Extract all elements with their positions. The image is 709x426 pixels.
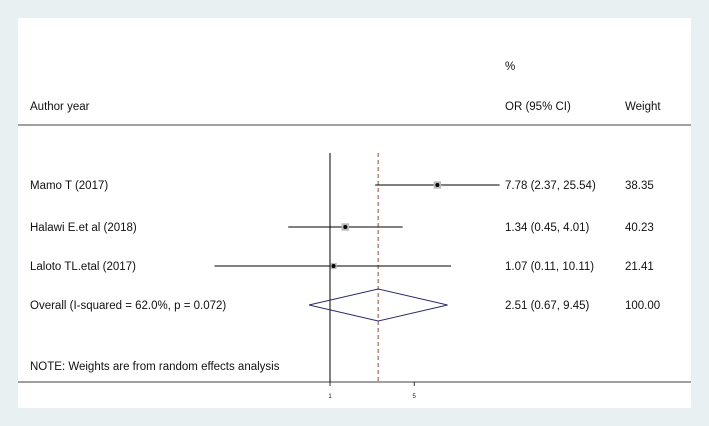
study-weight: 40.23 xyxy=(625,222,654,234)
overall-weight: 100.00 xyxy=(625,300,660,312)
overall-diamond xyxy=(308,288,448,322)
weight-header-percent: % xyxy=(505,61,515,73)
study-or-ci: 7.78 (2.37, 25.54) xyxy=(505,180,596,192)
study-column-header: Author year xyxy=(30,101,90,113)
study-label: Mamo T (2017) xyxy=(30,180,108,192)
study-point-estimate xyxy=(435,183,440,187)
study-or-ci: 1.34 (0.45, 4.01) xyxy=(505,222,590,234)
x-tick-label: 5 xyxy=(413,394,417,400)
study-label: Laloto TL.etal (2017) xyxy=(30,261,136,273)
study-weight: 38.35 xyxy=(625,180,654,192)
overall-or-ci: 2.51 (0.67, 9.45) xyxy=(505,300,590,312)
or-ci-column-header: OR (95% CI) xyxy=(505,101,571,113)
study-weight: 21.41 xyxy=(625,261,654,273)
overall-label: Overall (I-squared = 62.0%, p = 0.072) xyxy=(30,300,226,312)
weight-column-header: Weight xyxy=(625,101,661,113)
study-or-ci: 1.07 (0.11, 10.11) xyxy=(505,261,594,273)
study-point-estimate xyxy=(343,225,348,229)
forest-plot-panel xyxy=(18,18,691,408)
study-label: Halawi E.et al (2018) xyxy=(30,222,137,234)
weights-note: NOTE: Weights are from random effects an… xyxy=(30,361,280,373)
x-tick-label: 1 xyxy=(328,394,332,400)
study-point-estimate xyxy=(331,264,336,268)
